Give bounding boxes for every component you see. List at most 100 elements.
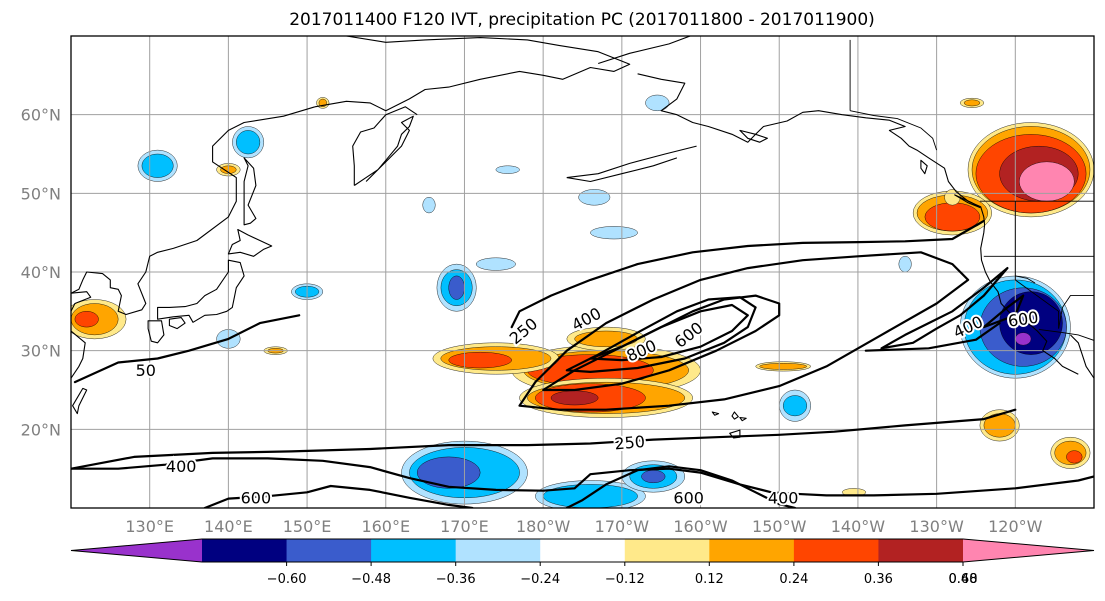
colorbar-tick-label: −0.36 [436, 572, 476, 587]
latitude-tick-label: 50°N [21, 184, 61, 203]
colorbar-tick-label: 0.48 [949, 572, 978, 587]
ivt-contour-250 [518, 251, 970, 411]
precip-patch [236, 130, 261, 155]
ivt-contour-label: 600 [241, 488, 272, 507]
ivt-contour-label: 250 [614, 432, 646, 454]
coastline [72, 387, 88, 415]
longitude-tick-label: 130°W [909, 517, 964, 536]
colorbar-segment [286, 539, 372, 562]
ivt-contour-600 [565, 296, 757, 373]
precip-patch [141, 153, 174, 178]
longitude-tick-label: 150°E [283, 517, 332, 536]
precip-patch [1066, 450, 1083, 464]
coastline [71, 106, 316, 316]
ivt-contours [71, 219, 1094, 508]
ivt-contour-600 [565, 465, 797, 508]
latitude-tick-label: 60°N [21, 106, 61, 125]
precip-patch [578, 189, 611, 206]
colorbar-tick-label: 0.60 [949, 572, 978, 587]
colorbar-tick-label: −0.12 [605, 572, 645, 587]
coastline [731, 411, 739, 420]
border-line [1058, 295, 1094, 329]
colorbar-segment [793, 539, 880, 562]
colorbar-tick-label: −0.60 [267, 572, 307, 587]
colorbar-segment [624, 539, 710, 562]
ivt-contour-label: 400 [768, 488, 799, 507]
border-line [1014, 256, 1060, 329]
precip-patch [550, 390, 599, 406]
ivt-contour-250 [510, 219, 985, 329]
colorbar-segment [540, 539, 626, 562]
ivt-contour-label: 600 [673, 488, 704, 507]
colorbar-tick-label: −0.48 [351, 572, 391, 587]
longitude-tick-label: 150°W [752, 517, 807, 536]
coastline [566, 157, 678, 183]
ivt-contour-50 [73, 314, 301, 384]
coastline [243, 157, 257, 226]
longitude-tick-label: 160°W [673, 517, 728, 536]
precip-patch [963, 99, 981, 107]
colorbar-segment [455, 539, 541, 562]
colorbar-tick-label: 0.12 [695, 572, 724, 587]
latitude-tick-labels: 20°N 30°N 40°N 50°N 60°N [21, 106, 61, 440]
precip-patch [495, 165, 520, 174]
coastline [352, 106, 418, 186]
border-line [1015, 275, 1036, 284]
longitude-tick-label: 180°W [516, 517, 571, 536]
precip-patch [783, 395, 808, 417]
latitude-tick-label: 20°N [21, 420, 61, 439]
longitude-tick-label: 130°E [125, 517, 174, 536]
colorbar-extend-min [71, 539, 202, 562]
coastline [920, 159, 928, 175]
precip-patch [759, 363, 808, 370]
colorbar-segment [202, 539, 288, 562]
country-borders [849, 39, 1094, 341]
figure-title: 2017011400 F120 IVT, precipitation PC (2… [289, 10, 875, 30]
longitude-tick-label: 170°E [440, 517, 489, 536]
coastline [566, 145, 697, 179]
coastline [739, 416, 747, 422]
precip-patch [74, 311, 99, 328]
latitude-tick-label: 40°N [21, 263, 61, 282]
coastline [147, 320, 165, 344]
latitude-tick-label: 30°N [21, 342, 61, 361]
precip-patch [448, 352, 512, 369]
precip-patch [898, 256, 912, 273]
colorbar-tick-label: 0.24 [779, 572, 808, 587]
coastline [168, 317, 186, 330]
precip-patch [417, 456, 481, 489]
longitude-tick-labels: 130°E 140°E 150°E 160°E 170°E 180°W 170°W 160°W… [125, 517, 1042, 536]
colorbar-segment [878, 539, 964, 562]
colorbar-segment [709, 539, 795, 562]
border-line [850, 110, 938, 151]
longitude-tick-label: 160°E [361, 517, 410, 536]
coastline [598, 36, 692, 65]
longitude-tick-label: 170°W [595, 517, 650, 536]
ivt-contour-250 [71, 408, 1017, 470]
coastline [711, 411, 720, 416]
longitude-tick-label: 120°W [988, 517, 1043, 536]
precip-patch [641, 470, 666, 484]
coastline [637, 73, 1079, 375]
ivt-contour-label: 50 [136, 361, 156, 380]
coastline [314, 36, 631, 112]
coastline [71, 291, 92, 312]
colorbar-outline [70, 538, 1095, 563]
coastline [71, 330, 86, 379]
longitude-tick-label: 140°E [204, 517, 253, 536]
ivt-contour-600 [203, 484, 474, 508]
precip-patch [543, 484, 638, 508]
ivt-contour-800 [589, 303, 749, 362]
colorbar-tick-label: 0.36 [864, 572, 893, 587]
coastline [353, 115, 414, 186]
precip-patch [1015, 332, 1032, 346]
ivt-contour-label: 400 [166, 457, 197, 476]
coastline [1070, 334, 1094, 379]
ivt-contour-600 [982, 294, 1025, 329]
coastline [954, 194, 981, 209]
colorbar: −0.60 −0.48 −0.36 −0.24 −0.12 0.12 0.24 0.36 0.4… [70, 538, 1095, 587]
coastline [157, 259, 245, 323]
ivt-contour-400 [71, 457, 1094, 497]
colorbar-extend-max [963, 539, 1094, 562]
